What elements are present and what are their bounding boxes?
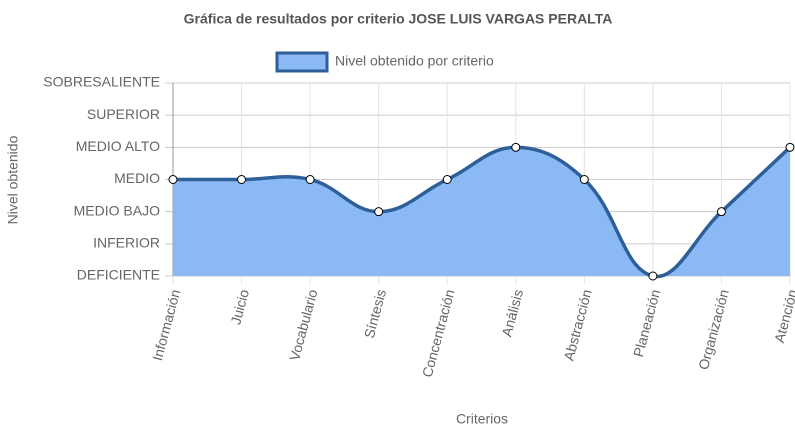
- x-tick-label: Planeación: [630, 288, 663, 359]
- point: [168, 175, 178, 184]
- legend-label: Nivel obtenido por criterio: [335, 53, 494, 69]
- x-tick-label: Vocabulario: [286, 287, 320, 362]
- x-tick-label: Organización: [695, 288, 732, 372]
- y-tick-label: SUPERIOR: [87, 106, 160, 122]
- area: [173, 147, 790, 277]
- x-tick-label: Síntesis: [361, 288, 389, 340]
- x-tick-label: Juicio: [227, 287, 252, 326]
- point: [716, 207, 726, 217]
- y-tick-label: DEFICIENTE: [77, 267, 160, 283]
- y-axis-title: Nivel obtenido: [5, 135, 21, 224]
- point: [374, 207, 384, 217]
- point: [511, 142, 521, 152]
- y-tick-label: MEDIO ALTO: [76, 138, 160, 154]
- legend-swatch: [275, 51, 329, 73]
- x-tick-label: Información: [149, 288, 183, 363]
- x-tick-label: Atención: [771, 288, 795, 345]
- x-axis-title: Criterios: [456, 411, 508, 427]
- point: [237, 175, 247, 184]
- point: [305, 175, 315, 184]
- point: [648, 271, 658, 281]
- y-tick-label: MEDIO: [114, 170, 160, 186]
- y-tick-label: INFERIOR: [93, 235, 160, 251]
- x-tick-label: Concentración: [419, 288, 458, 379]
- y-tick-label: SOBRESALIENTE: [43, 74, 160, 90]
- point: [442, 175, 452, 184]
- chart-title: Gráfica de resultados por criterio JOSE …: [184, 11, 613, 27]
- point: [579, 175, 589, 184]
- x-tick-label: Análisis: [498, 288, 526, 339]
- line: [173, 145, 792, 279]
- x-tick-label: Abstracción: [560, 288, 594, 363]
- point: [785, 142, 795, 152]
- y-tick-label: MEDIO BAJO: [74, 202, 160, 218]
